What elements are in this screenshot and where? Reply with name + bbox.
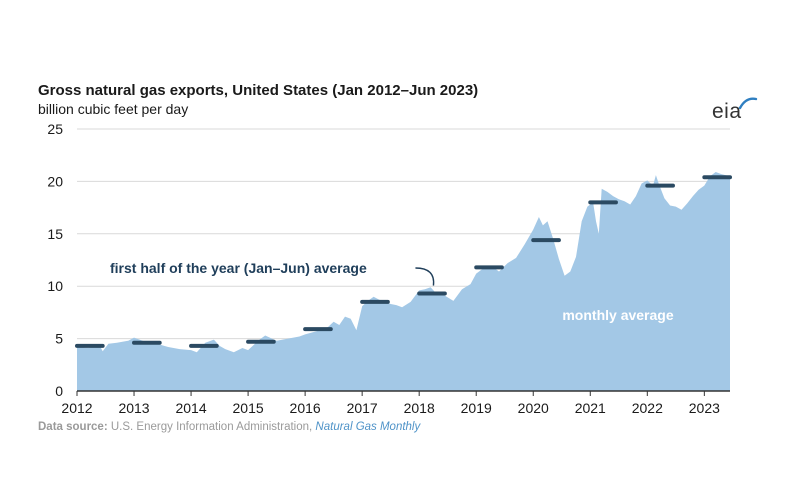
x-tick-label-2022: 2022	[632, 400, 663, 416]
half-year-average-markers	[75, 175, 732, 348]
x-tick-label-2017: 2017	[347, 400, 378, 416]
monthly-average-area	[77, 172, 730, 391]
y-tick-label-15: 15	[47, 226, 63, 242]
y-axis-ticks: 0 5 10 15 20 25	[47, 121, 63, 399]
x-axis-ticks: 2012 2013 2014 2015 2016 2017 2018 2019 2020 2021…	[61, 391, 720, 416]
x-tick-label-2014: 2014	[175, 400, 206, 416]
data-source-note: Data source: U.S. Energy Information Adm…	[38, 421, 420, 433]
x-tick-label-2013: 2013	[118, 400, 149, 416]
y-tick-label-10: 10	[47, 278, 63, 294]
source-publication-link[interactable]: Natural Gas Monthly	[315, 421, 421, 433]
x-tick-label-2018: 2018	[404, 400, 435, 416]
x-tick-label-2021: 2021	[575, 400, 606, 416]
chart-title: Gross natural gas exports, United States…	[38, 82, 479, 99]
x-tick-label-2023: 2023	[689, 400, 720, 416]
eia-logo-text: eia	[712, 100, 742, 123]
source-org: U.S. Energy Information Administration,	[110, 421, 313, 433]
monthly-area-series	[77, 172, 730, 391]
x-tick-label-2020: 2020	[518, 400, 549, 416]
x-tick-label-2019: 2019	[461, 400, 492, 416]
y-axis-unit-label: billion cubic feet per day	[38, 101, 189, 117]
y-tick-label-5: 5	[55, 331, 63, 347]
y-tick-label-25: 25	[47, 121, 63, 137]
x-tick-label-2012: 2012	[61, 400, 92, 416]
annotations: first half of the year (Jan–Jun) average…	[110, 260, 674, 323]
annotation-half-year-average: first half of the year (Jan–Jun) average	[110, 260, 367, 276]
x-tick-label-2016: 2016	[290, 400, 321, 416]
eia-arc-icon	[738, 97, 758, 110]
source-label: Data source:	[38, 421, 108, 433]
y-tick-label-0: 0	[55, 383, 63, 399]
annotation-leader-line	[415, 267, 435, 286]
y-tick-label-20: 20	[47, 173, 63, 189]
annotation-monthly-average: monthly average	[562, 307, 673, 323]
x-tick-label-2015: 2015	[233, 400, 264, 416]
eia-logo: eia	[712, 96, 758, 126]
